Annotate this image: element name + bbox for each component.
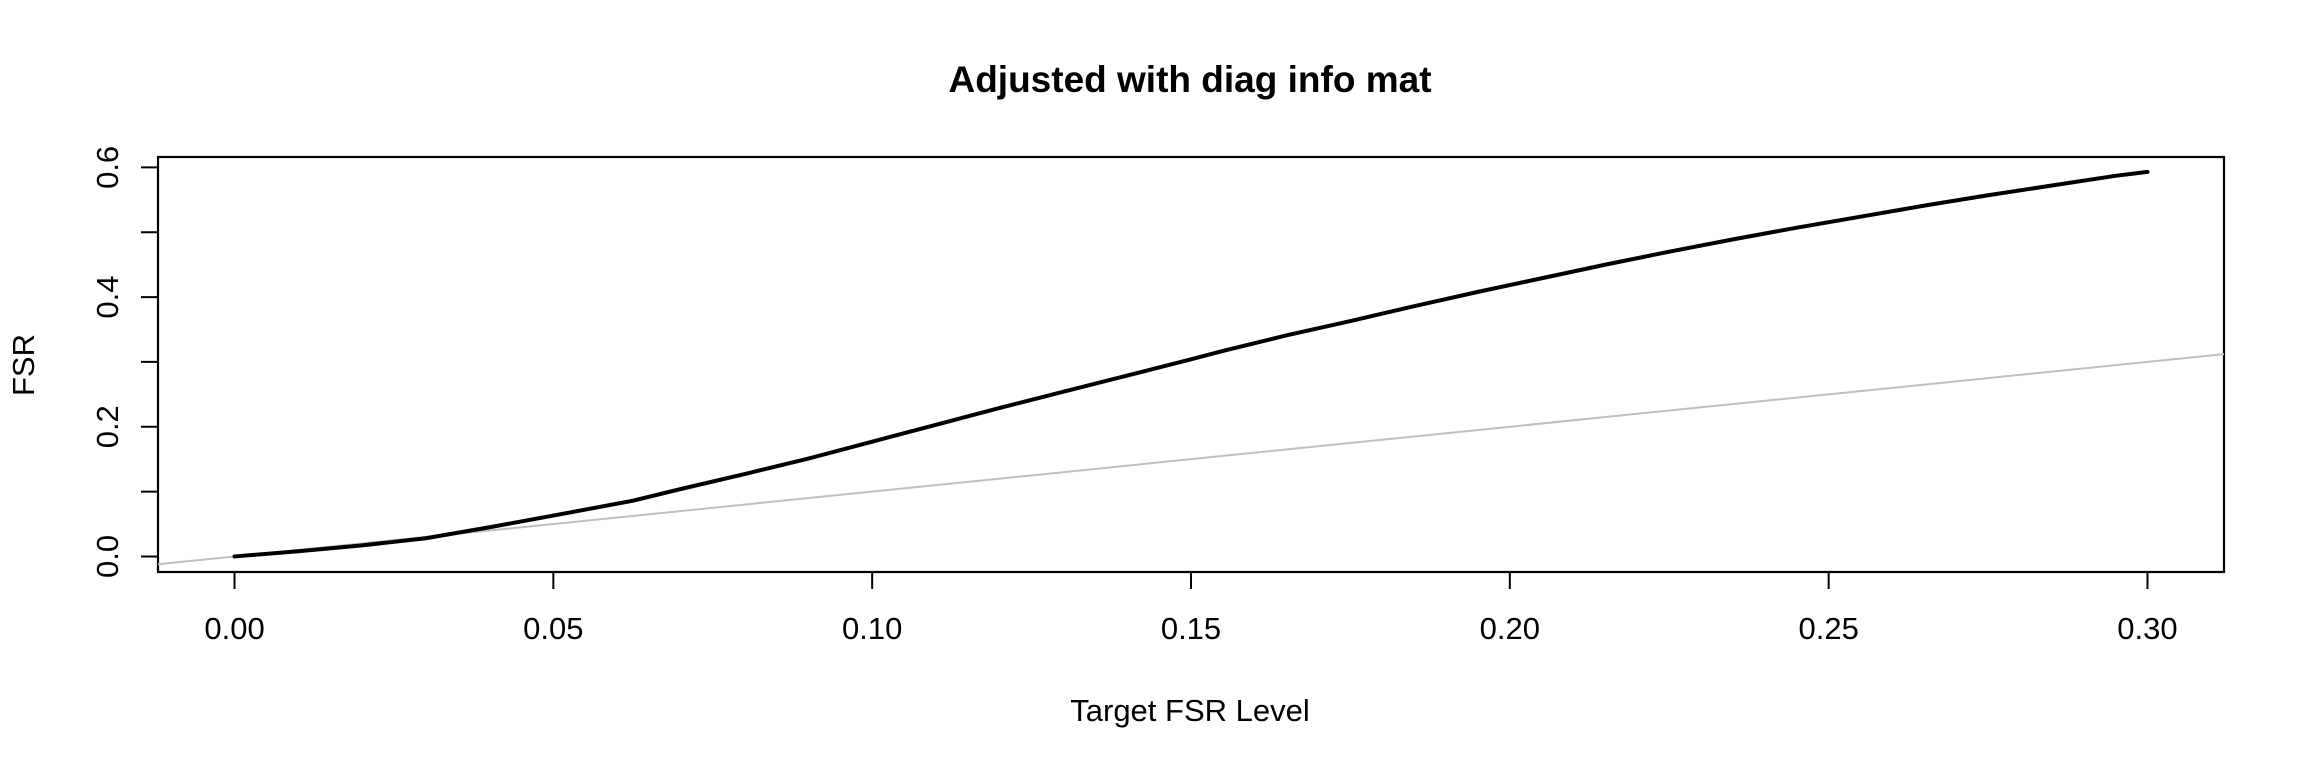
x-tick-label: 0.00 — [204, 611, 264, 646]
x-tick-label: 0.30 — [2117, 611, 2177, 646]
x-axis: 0.00 0.05 0.10 0.15 0.20 0.25 0.30 — [204, 571, 2178, 646]
x-tick-label: 0.05 — [523, 611, 583, 646]
y-tick-label: 0.6 — [90, 146, 125, 189]
y-axis: 0.0 0.2 0.4 0.6 — [90, 146, 159, 578]
x-tick-label: 0.10 — [842, 611, 902, 646]
x-axis-label: Target FSR Level — [1070, 693, 1310, 728]
x-tick-label: 0.15 — [1161, 611, 1221, 646]
y-tick-label: 0.2 — [90, 405, 125, 448]
chart-title: Adjusted with diag info mat — [948, 59, 1431, 100]
y-axis-label: FSR — [6, 334, 41, 396]
y-tick-label: 0.4 — [90, 276, 125, 319]
x-tick-label: 0.20 — [1480, 611, 1540, 646]
y-tick-label: 0.0 — [90, 535, 125, 578]
plot-frame — [156, 155, 2226, 574]
series-layer — [158, 169, 2224, 566]
reference-diagonal-line — [158, 353, 2224, 566]
x-tick-label: 0.25 — [1798, 611, 1858, 646]
series-line-fsr — [232, 169, 2150, 559]
